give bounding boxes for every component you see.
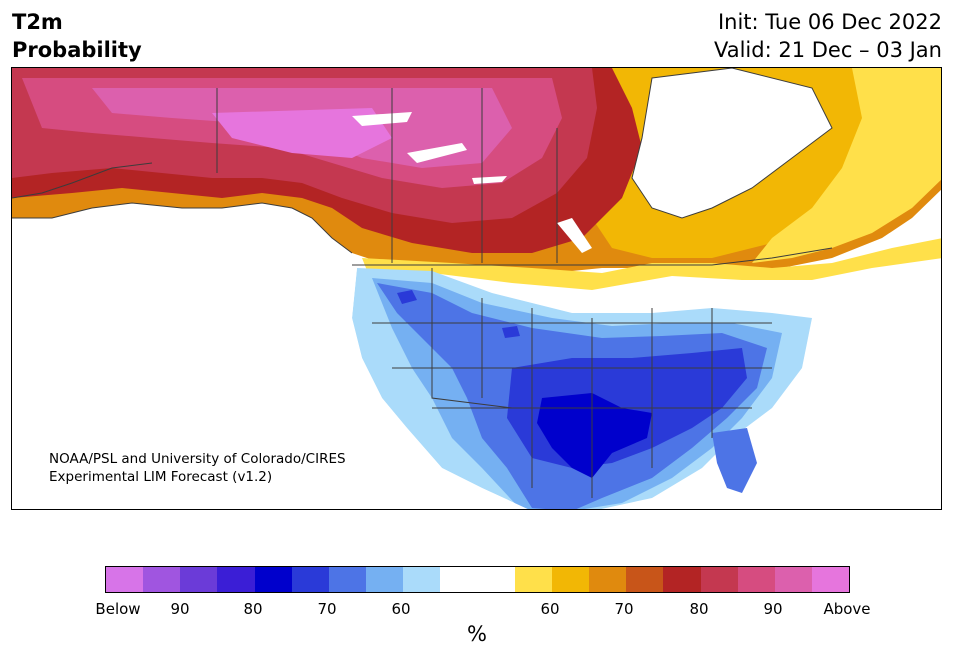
florida <box>712 428 757 493</box>
credit-line-1: NOAA/PSL and University of Colorado/CIRE… <box>49 451 346 467</box>
colorbar-segment <box>328 567 367 592</box>
colorbar-segment <box>106 567 144 592</box>
colorbar-segment <box>514 567 552 592</box>
colorbar-segment <box>143 567 181 592</box>
colorbar-tick-label: 60 <box>391 600 411 618</box>
colorbar-segment <box>291 567 329 592</box>
colorbar-segment <box>589 567 627 592</box>
colorbar-segment <box>254 567 292 592</box>
title-subtitle: Probability <box>12 38 142 62</box>
colorbar-segment <box>700 567 738 592</box>
colorbar-tick-label: 60 <box>540 600 560 618</box>
colorbar-tick-label: 90 <box>170 600 190 618</box>
zone-below-95 <box>537 393 652 478</box>
zone-yellow-east <box>752 68 941 263</box>
colorbar-unit: % <box>467 622 487 646</box>
colorbar-segment <box>737 567 775 592</box>
colorbar-segment <box>180 567 218 592</box>
pacific-white <box>12 203 528 509</box>
credit-line-2: Experimental LIM Forecast (v1.2) <box>49 469 273 485</box>
credit-text: NOAA/PSL and University of Colorado/CIRE… <box>49 450 346 486</box>
zone-violet-max <box>212 108 392 158</box>
colorbar-segment <box>811 567 850 592</box>
colorbar-segment <box>403 567 441 592</box>
colorbar-tick-label: 80 <box>689 600 709 618</box>
init-date: Init: Tue 06 Dec 2022 <box>717 10 942 34</box>
title-variable: T2m <box>12 10 63 34</box>
zone-neutral-band <box>352 253 941 323</box>
colorbar-segment <box>217 567 255 592</box>
probability-map: NOAA/PSL and University of Colorado/CIRE… <box>11 67 942 510</box>
valid-range: Valid: 21 Dec – 03 Jan <box>713 38 942 62</box>
colorbar-segment <box>477 567 515 592</box>
borders <box>12 88 833 498</box>
colorbar-tick-label: 90 <box>763 600 783 618</box>
colorbar-segment <box>440 567 478 592</box>
map-title: T2m Probability <box>12 8 142 64</box>
hudson-bay <box>632 68 832 218</box>
atlantic-white <box>772 303 941 509</box>
forecast-dates: Init: Tue 06 Dec 2022 Valid: 21 Dec – 03… <box>714 8 942 64</box>
colorbar-segment <box>366 567 404 592</box>
colorbar-segment <box>551 567 590 592</box>
colorbar-tick-label: 70 <box>317 600 337 618</box>
colorbar-segment <box>663 567 701 592</box>
colorbar-tick-label: Below <box>95 600 141 618</box>
colorbar-segment <box>774 567 812 592</box>
colorbar-segment <box>626 567 664 592</box>
colorbar-tick-label: Above <box>823 600 871 618</box>
map-canvas <box>12 68 941 509</box>
colorbar <box>105 566 850 593</box>
colorbar-tick-label: 80 <box>243 600 263 618</box>
colorbar-tick-label: 70 <box>614 600 634 618</box>
